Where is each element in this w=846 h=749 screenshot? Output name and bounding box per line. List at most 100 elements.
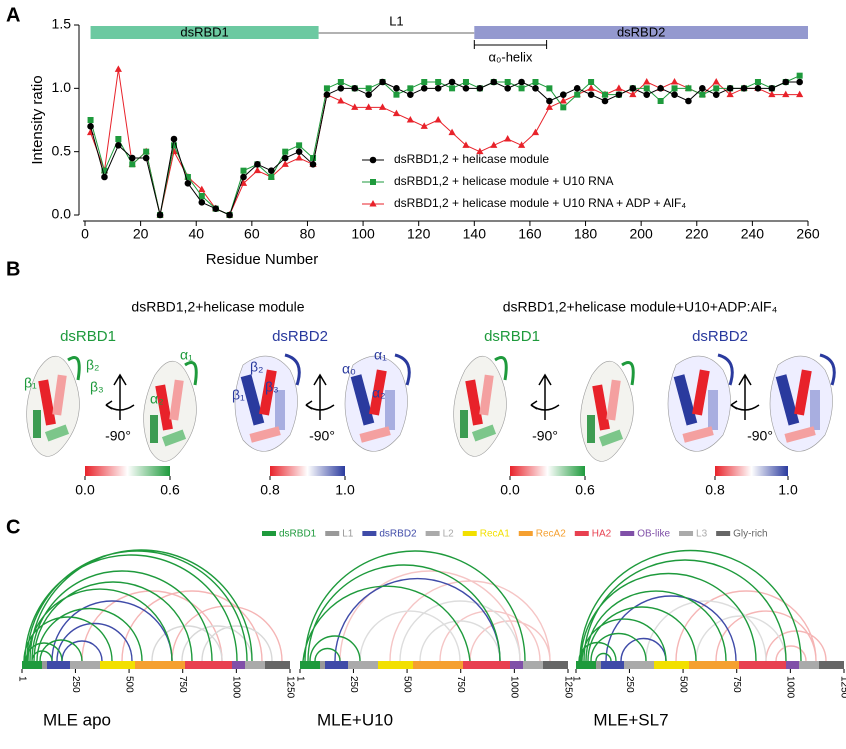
point [574,91,581,98]
panel-c [22,549,844,669]
rotation-label: -90° [105,428,131,444]
x-tick-label: 1000 [785,676,796,699]
point [365,85,372,92]
point [170,142,177,149]
x-tick-label: 1250 [838,676,846,699]
sse-label: α₁ [180,347,193,363]
x-tick-label: 1 [16,676,27,682]
point [392,109,401,117]
colorbar-label: 0.0 [500,482,520,498]
point [240,167,247,174]
point [282,148,289,155]
x-tick-label: 750 [731,676,742,693]
point [768,85,776,92]
legend-label: OB-like [637,529,670,540]
point [726,90,734,98]
helix-bracket [473,40,548,49]
point [198,199,206,206]
domain-bar [474,26,808,39]
legend-label: L3 [696,529,708,540]
point [351,85,359,92]
colorbar [715,466,788,476]
sse-label: β₂ [250,359,264,375]
structure [666,353,734,453]
point [239,179,248,186]
legend-swatch [518,531,533,536]
legend-marker [369,200,377,207]
sse-label: α₂ [150,391,164,407]
x-tick-label: 80 [300,226,316,242]
point [726,85,734,92]
panel-title: dsRBD1,2+helicase module [131,299,304,315]
point [657,98,664,104]
x-tick-label: 500 [401,676,412,693]
point [518,78,525,86]
domain-label: dsRBD1 [180,24,228,39]
structure [579,359,635,463]
point [629,90,637,98]
point [420,85,428,92]
point [296,142,303,149]
point [156,211,164,219]
point [407,85,414,92]
x-tick-label: 260 [796,226,820,242]
point [254,161,261,168]
point [559,91,567,98]
point [240,173,247,181]
point [490,141,498,148]
point [393,91,400,98]
x-tick-label: 200 [629,226,653,242]
point [754,79,761,85]
point [420,122,428,129]
point [87,123,94,130]
structure [233,353,301,453]
colorbar-label: 0.8 [260,482,280,498]
rotation-label: -90° [747,428,773,444]
x-tick-label: 180 [574,226,598,242]
point [378,103,387,110]
y-axis-label: Intensity ratio [29,75,46,164]
legend-label: dsRBD1,2 + helicase module + U10 RNA [394,174,613,188]
point [712,91,720,98]
legend-label: dsRBD2 [379,529,417,540]
point [629,85,637,92]
sse-label: α₀ [342,361,356,377]
rotation-arrow [530,374,560,421]
point [295,154,303,161]
colorbars: 0.0 0.6 0.8 1.0 0.0 0.6 0.8 1.0 [75,466,798,498]
sse-label: α₁ [374,347,387,363]
point [323,85,330,92]
point [532,79,539,85]
legend-marker [370,179,376,185]
point [740,85,748,92]
x-tick-label: 1 [294,676,305,682]
x-tick-label: 250 [624,676,635,693]
x-tick-label: 1250 [284,676,295,699]
panel-title: MLE apo [43,710,111,729]
rotation-label: -90° [309,428,335,444]
point [518,85,525,92]
point [462,85,470,92]
point [670,78,679,85]
point [476,85,484,92]
point [504,85,511,92]
point [323,91,331,98]
legend-label: RecA2 [536,529,566,540]
y-tick-label: 1.0 [52,79,72,95]
arc-diagram [578,549,827,662]
point [712,78,720,85]
domain-label: dsRBD2 [692,328,748,345]
point [796,90,804,98]
point [560,104,567,111]
sse-label: β₂ [86,357,100,373]
point [462,141,470,148]
point [546,85,553,92]
structure [452,354,508,458]
point [573,85,581,92]
x-tick-label: 500 [123,676,134,693]
legend-swatch [574,531,589,536]
structure [768,353,836,453]
point [435,79,442,85]
point [490,78,498,86]
point [226,211,233,219]
